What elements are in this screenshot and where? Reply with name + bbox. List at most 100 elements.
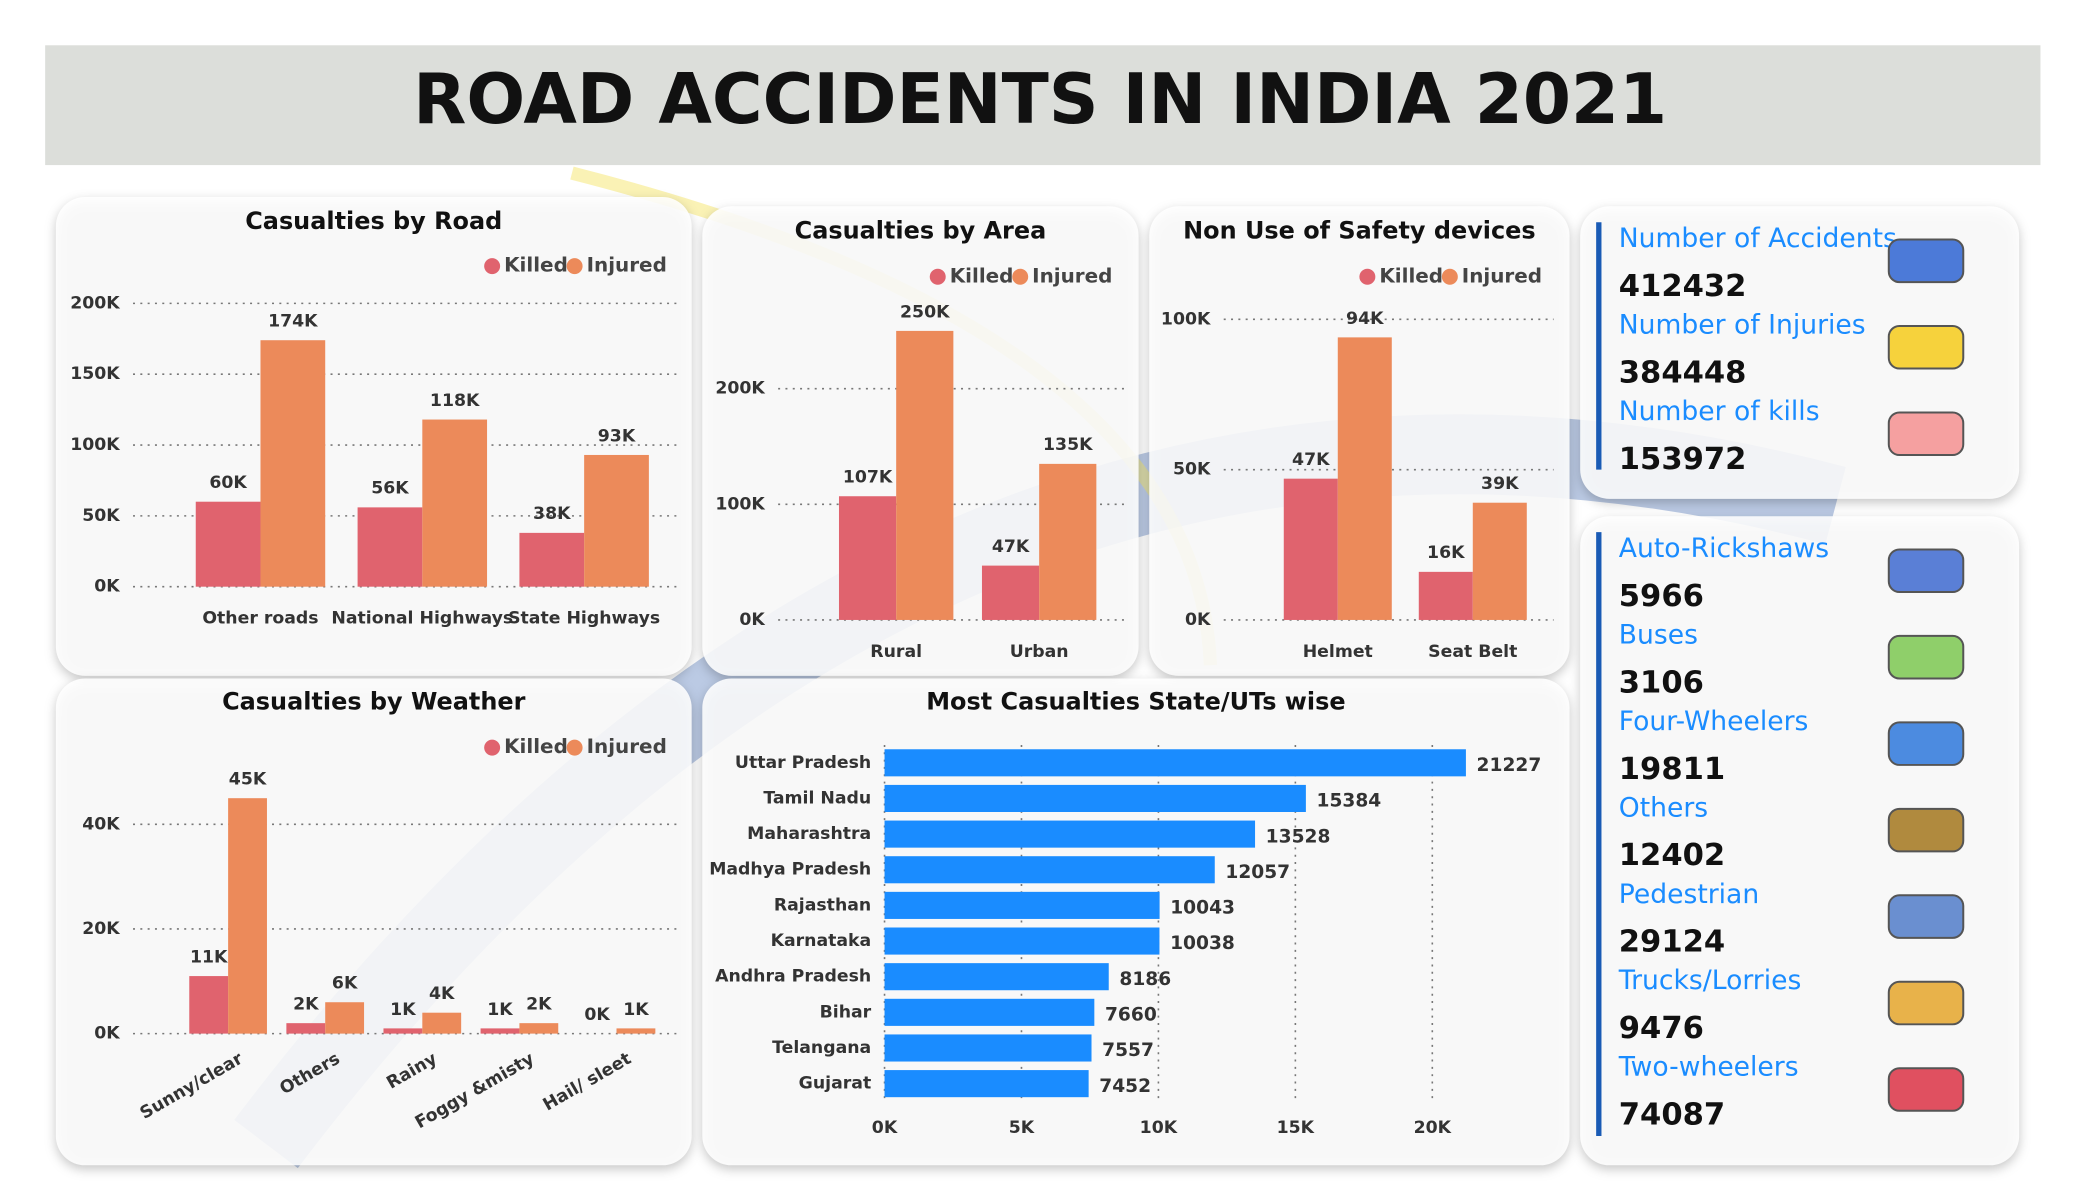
kpi-label: Number of kills — [1619, 396, 1820, 427]
legend-label: Killed — [950, 263, 1014, 287]
value-label: 15384 — [1317, 791, 1382, 812]
bar — [884, 1070, 1089, 1098]
legend-label: Injured — [587, 734, 667, 758]
y-tick-label: 0K — [1185, 610, 1211, 630]
kpi-value: 29124 — [1619, 925, 1725, 960]
value-label: 93K — [598, 426, 636, 446]
value-label: 2K — [526, 995, 552, 1015]
bar — [422, 1012, 462, 1034]
y-tick-label: Uttar Pradesh — [735, 753, 871, 773]
page-title: ROAD ACCIDENTS IN INDIA 2021 — [413, 60, 1667, 140]
value-label: 16K — [1427, 543, 1465, 563]
value-label: 47K — [1292, 450, 1330, 470]
value-label: 47K — [992, 537, 1030, 557]
x-tick-label: 10K — [1140, 1118, 1178, 1138]
kpi-label: Four-Wheelers — [1619, 706, 1809, 737]
kpi-value: 19811 — [1619, 752, 1725, 787]
x-tick-label: Urban — [1010, 642, 1069, 662]
bar — [884, 749, 1466, 777]
kpi-icon — [1887, 634, 1965, 680]
y-tick-label: Madhya Pradesh — [709, 860, 871, 880]
kpi-value: 153972 — [1619, 442, 1747, 477]
y-tick-label: 0K — [94, 577, 120, 597]
bar — [189, 976, 229, 1034]
legend-marker — [484, 258, 501, 275]
y-tick-label: 50K — [1173, 460, 1211, 480]
y-tick-label: 100K — [1161, 309, 1211, 329]
y-tick-label: 20K — [82, 919, 120, 939]
bar — [838, 496, 897, 620]
chart-panel — [55, 678, 692, 1166]
legend-marker — [1359, 268, 1376, 285]
value-label: 4K — [429, 984, 455, 1004]
y-tick-label: 150K — [70, 364, 120, 384]
bar — [1039, 463, 1097, 620]
y-tick-label: Karnataka — [771, 931, 872, 951]
y-tick-label: 0K — [739, 610, 765, 630]
bar — [1472, 502, 1527, 620]
legend-marker — [566, 258, 583, 275]
kpi-icon — [1887, 721, 1965, 766]
kpi-icon — [1887, 980, 1965, 1026]
kpi-label: Pedestrian — [1619, 879, 1759, 910]
bar — [383, 1028, 423, 1034]
bar — [1283, 478, 1338, 620]
bar — [519, 1023, 559, 1034]
bar — [422, 419, 488, 587]
kpi-icon — [1887, 1067, 1965, 1112]
legend-label: Killed — [1379, 263, 1443, 287]
kpi-value: 12402 — [1619, 838, 1725, 873]
value-label: 1K — [487, 1000, 513, 1020]
legend-marker — [1012, 268, 1029, 285]
value-label: 38K — [533, 504, 571, 524]
chart-title: Casualties by Weather — [222, 687, 526, 715]
y-tick-label: Telangana — [772, 1038, 871, 1058]
value-label: 2K — [293, 995, 319, 1015]
chart-title: Casualties by Road — [245, 207, 502, 235]
kpi-value: 9476 — [1619, 1011, 1704, 1046]
y-tick-label: 100K — [70, 435, 120, 455]
chart-title: Most Casualties State/UTs wise — [926, 687, 1345, 715]
bar — [260, 340, 326, 587]
kpi-icon — [1887, 324, 1965, 370]
bar — [480, 1028, 520, 1034]
value-label: 8186 — [1119, 969, 1171, 990]
y-tick-label: Bihar — [820, 1002, 872, 1022]
bar — [286, 1023, 326, 1034]
bar — [584, 454, 649, 587]
bar — [884, 820, 1256, 848]
x-tick-label: Other roads — [202, 609, 318, 629]
kpi-icon — [1887, 238, 1965, 284]
value-label: 13528 — [1266, 826, 1331, 847]
header-overlay — [45, 45, 2041, 166]
legend-label: Killed — [504, 734, 568, 758]
bar — [1418, 571, 1473, 620]
kpi-value: 5966 — [1619, 579, 1704, 614]
kpi-label: Buses — [1619, 619, 1698, 650]
value-label: 21227 — [1477, 755, 1542, 776]
y-tick-label: 0K — [94, 1024, 120, 1044]
kpi-label: Two-wheelers — [1618, 1052, 1799, 1083]
header-band — [45, 45, 2041, 166]
value-label: 60K — [209, 473, 247, 493]
bar — [896, 330, 954, 620]
bar — [228, 798, 267, 1034]
legend-label: Killed — [504, 253, 568, 277]
kpi-label: Auto-Rickshaws — [1619, 533, 1829, 564]
value-label: 45K — [229, 770, 267, 790]
chart-title: Casualties by Area — [795, 217, 1047, 245]
kpi-icon — [1887, 548, 1965, 594]
bar — [519, 532, 585, 587]
x-tick-label: 0K — [872, 1118, 898, 1138]
x-tick-label: Seat Belt — [1428, 642, 1517, 662]
bar — [884, 784, 1306, 813]
x-tick-label: 20K — [1414, 1118, 1452, 1138]
y-tick-label: Maharashtra — [747, 824, 871, 844]
value-label: 10043 — [1170, 898, 1235, 919]
bar — [1337, 337, 1392, 620]
value-label: 11K — [190, 947, 228, 967]
value-label: 12057 — [1225, 862, 1290, 883]
bar — [884, 856, 1215, 884]
legend-label: Injured — [1032, 263, 1112, 287]
